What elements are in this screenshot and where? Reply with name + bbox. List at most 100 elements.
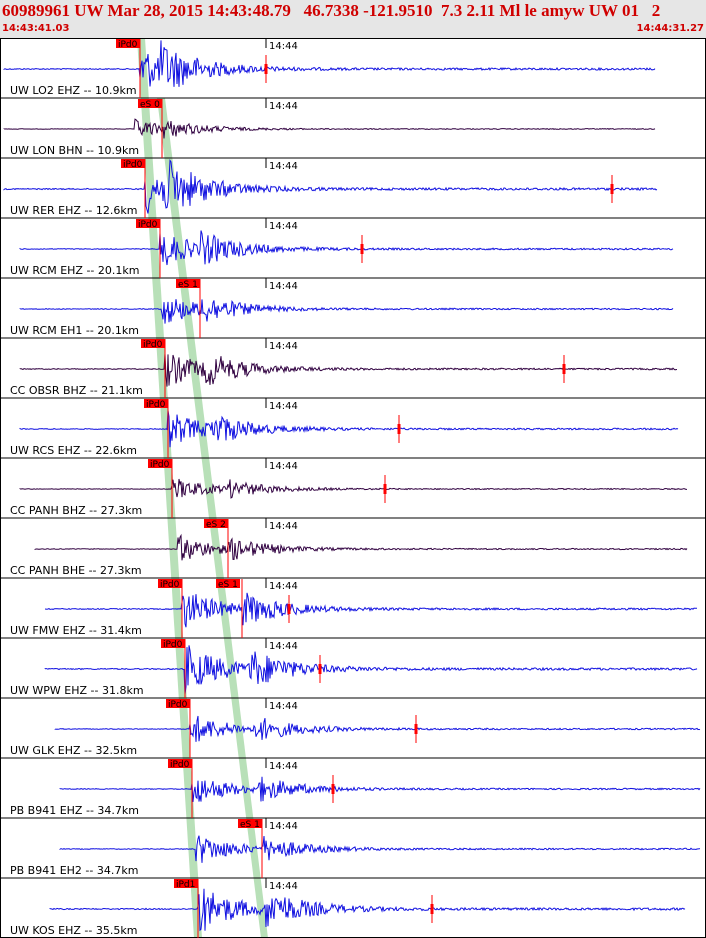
- pick-flag: [148, 459, 172, 468]
- pick-flag: [121, 159, 145, 168]
- station-label: UW RCM EH1 -- 20.1km: [10, 324, 139, 337]
- trace-row[interactable]: 14:44 eS 1 UW RCM EH1 -- 20.1km: [0, 278, 706, 339]
- pick-label: iPd0: [160, 580, 180, 590]
- pick-label: iPd0: [146, 400, 166, 410]
- trace-row[interactable]: 14:44 iPd0 UW RER EHZ -- 12.6km: [0, 158, 706, 219]
- station-label: PB B941 EH2 -- 34.7km: [10, 864, 138, 877]
- time-tick-label: 14:44: [269, 641, 298, 652]
- coda-marker-box: [430, 904, 434, 914]
- station-label: UW RCM EHZ -- 20.1km: [10, 264, 139, 277]
- pick-flag: [238, 819, 262, 828]
- p-phase-band: [137, 38, 202, 938]
- trace-row[interactable]: 14:44 iPd0 UW WPW EHZ -- 31.8km: [0, 638, 706, 699]
- pick-flag: [136, 219, 160, 228]
- station-label: UW RCS EHZ -- 22.6km: [10, 444, 137, 457]
- station-label: UW LON BHN -- 10.9km: [10, 144, 139, 157]
- trace-row[interactable]: 14:44 iPd0 UW LO2 EHZ -- 10.9km: [0, 38, 706, 99]
- station-label: UW LO2 EHZ -- 10.9km: [10, 84, 137, 97]
- waveform-line: [49, 888, 686, 932]
- pick-label: iPd0: [123, 160, 143, 170]
- time-tick-label: 14:44: [269, 581, 298, 592]
- pick-flag-secondary: [216, 579, 240, 588]
- pick-label: iPd0: [138, 220, 158, 230]
- seismogram-svg[interactable]: 14:44 iPd0 UW LO2 EHZ -- 10.9km 14:44 eS 0 UW…: [0, 38, 706, 938]
- waveform-line: [59, 835, 701, 863]
- pick-label: eS 1: [178, 280, 198, 290]
- end-time: 14:44:31.27: [636, 23, 704, 34]
- trace-row[interactable]: 14:44 iPd0 UW GLK EHZ -- 32.5km: [0, 698, 706, 759]
- waveform-line: [3, 40, 656, 87]
- trace-row[interactable]: 14:44 iPd0 CC OBSR BHZ -- 21.1km: [0, 338, 706, 399]
- waveform-line: [19, 230, 674, 266]
- pick-flag: [168, 759, 192, 768]
- waveform-line: [59, 776, 701, 802]
- time-tick-label: 14:44: [269, 41, 298, 52]
- trace-row[interactable]: 14:44 eS 2 CC PANH BHE -- 27.3km: [0, 518, 706, 579]
- time-tick-label: 14:44: [269, 221, 298, 232]
- time-tick-label: 14:44: [269, 341, 298, 352]
- time-tick-label: 14:44: [269, 461, 298, 472]
- waveform-line: [19, 478, 687, 499]
- pick-flag: [138, 99, 162, 108]
- coda-marker-box: [318, 664, 322, 674]
- waveform-line: [34, 533, 688, 561]
- pick-label: iPd0: [118, 40, 138, 50]
- time-tick-label: 14:44: [269, 521, 298, 532]
- waveform-line: [54, 715, 701, 742]
- pick-flag: [166, 699, 190, 708]
- time-tick-label: 14:44: [269, 401, 298, 412]
- trace-row[interactable]: 14:44 iPd0 PB B941 EHZ -- 34.7km: [0, 758, 706, 819]
- trace-row[interactable]: 14:44 eS 0 UW LON BHN -- 10.9km: [0, 98, 706, 159]
- waveform-line: [19, 410, 679, 448]
- pick-label: iPd0: [150, 460, 170, 470]
- trace-row[interactable]: 14:44 eS 1 PB B941 EH2 -- 34.7km: [0, 818, 706, 879]
- coda-marker-box: [610, 184, 614, 194]
- pick-flag: [176, 279, 200, 288]
- coda-marker-box: [287, 604, 291, 614]
- pick-flag: [158, 579, 182, 588]
- pick-label: eS 1: [240, 820, 260, 830]
- trace-row[interactable]: 14:44 iPd0 UW RCS EHZ -- 22.6km: [0, 398, 706, 459]
- time-tick-label: 14:44: [269, 101, 298, 112]
- trace-row[interactable]: 14:44 iPd0 eS 1 UW FMW EHZ -- 31.4km: [0, 578, 706, 639]
- pick-flag: [161, 639, 185, 648]
- waveform-line: [3, 118, 656, 139]
- waveform-line: [44, 592, 697, 628]
- coda-marker-box: [562, 364, 566, 374]
- coda-marker-box: [383, 484, 387, 494]
- waveform-line: [44, 645, 698, 695]
- pick-label: eS 2: [206, 520, 226, 530]
- pick-flag: [204, 519, 228, 528]
- event-header: 60989961 UW Mar 28, 2015 14:43:48.79 46.…: [0, 0, 706, 39]
- station-label: PB B941 EHZ -- 34.7km: [10, 804, 139, 817]
- waveform-line: [3, 158, 658, 214]
- station-label: CC PANH BHE -- 27.3km: [10, 564, 142, 577]
- station-label: UW FMW EHZ -- 31.4km: [10, 624, 142, 637]
- station-label: CC OBSR BHZ -- 21.1km: [10, 384, 143, 397]
- coda-marker-box: [414, 724, 418, 734]
- station-label: UW KOS EHZ -- 35.5km: [10, 924, 137, 937]
- station-label: UW RER EHZ -- 12.6km: [10, 204, 137, 217]
- station-label: UW GLK EHZ -- 32.5km: [10, 744, 137, 757]
- pick-flag: [116, 39, 140, 48]
- pick-label-secondary: eS 1: [218, 580, 238, 590]
- pick-label: iPd0: [143, 340, 163, 350]
- pick-label: iPd0: [170, 760, 190, 770]
- coda-marker-box: [360, 244, 364, 254]
- event-title: 60989961 UW Mar 28, 2015 14:43:48.79 46.…: [2, 1, 661, 20]
- coda-marker-box: [264, 64, 268, 74]
- start-time: 14:43:41.03: [2, 23, 70, 34]
- waveform-line: [19, 353, 678, 387]
- time-tick-label: 14:44: [269, 881, 298, 892]
- coda-marker-box: [397, 424, 401, 434]
- pick-label: eS 0: [140, 100, 160, 110]
- time-tick-label: 14:44: [269, 761, 298, 772]
- trace-row[interactable]: 14:44 iPd1 UW KOS EHZ -- 35.5km: [0, 878, 706, 938]
- time-tick-label: 14:44: [269, 281, 298, 292]
- seismogram-panel[interactable]: 14:44 iPd0 UW LO2 EHZ -- 10.9km 14:44 eS 0 UW…: [0, 38, 706, 938]
- trace-row[interactable]: 14:44 iPd0 UW RCM EHZ -- 20.1km: [0, 218, 706, 279]
- pick-flag: [174, 879, 198, 888]
- pick-label: iPd1: [176, 880, 195, 890]
- trace-row[interactable]: 14:44 iPd0 CC PANH BHZ -- 27.3km: [0, 458, 706, 519]
- station-label: CC PANH BHZ -- 27.3km: [10, 504, 142, 517]
